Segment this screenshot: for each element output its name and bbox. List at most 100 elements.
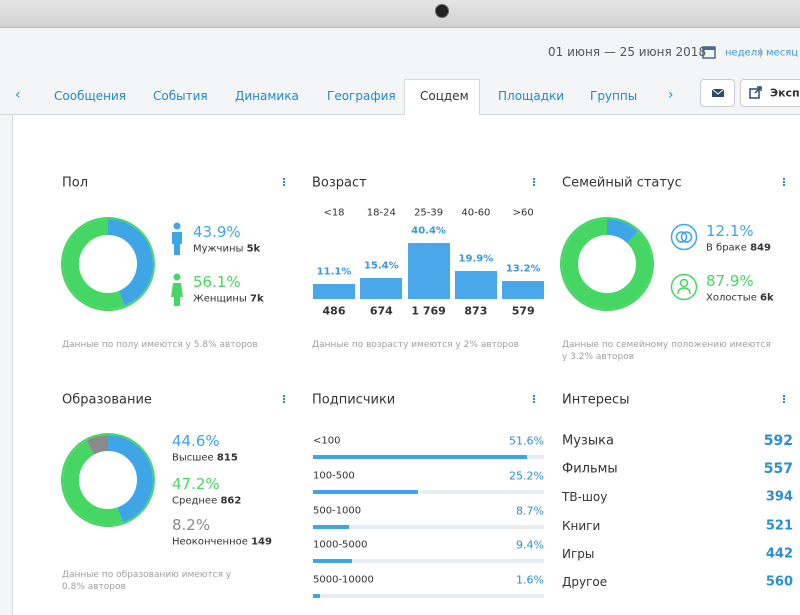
legend-row: Мужчины 5k <box>193 244 260 255</box>
tab[interactable]: Сообщения <box>54 89 127 103</box>
subscriber-range: 100-500 <box>313 470 355 482</box>
icon-head <box>173 273 181 281</box>
donut <box>61 433 155 527</box>
age-percent: 19.9% <box>458 253 494 265</box>
menu-dots[interactable] <box>783 178 785 187</box>
export-button[interactable]: Экспорт <box>740 79 800 107</box>
legend-name: Высшее <box>172 452 214 464</box>
legend-row: Холостые 6k <box>706 293 774 304</box>
icon-ring <box>670 223 698 251</box>
icon-head <box>679 278 689 288</box>
donut-outline <box>560 217 654 311</box>
menu-dots[interactable] <box>783 395 785 404</box>
legend-count: 6k <box>760 292 774 304</box>
tab[interactable]: Группы <box>590 89 638 103</box>
age-percent: 40.4% <box>411 225 446 237</box>
tab[interactable]: События <box>153 89 208 103</box>
widget-title: Семейный статус <box>562 175 682 191</box>
legend-percent: 44.6% <box>172 432 220 450</box>
period-option[interactable]: неделя <box>725 47 764 59</box>
legend-count: 7k <box>250 293 264 305</box>
tab[interactable]: Динамика <box>235 89 299 103</box>
legend-name: Женщины <box>193 293 247 305</box>
period-option[interactable]: месяц <box>766 47 799 59</box>
legend-count: 5k <box>246 243 261 255</box>
interest-count: 394 <box>765 489 793 505</box>
donut-outline <box>61 217 155 311</box>
menu-dots[interactable] <box>283 395 285 404</box>
age-bar <box>454 271 497 299</box>
tab-next[interactable]: › <box>668 87 674 103</box>
camera <box>435 4 449 18</box>
legend-percent: 56.1% <box>193 273 241 291</box>
age-bar <box>313 283 355 299</box>
status-icon <box>670 223 698 251</box>
age-count: 486 <box>322 304 346 318</box>
age-group: >60 <box>512 207 534 219</box>
person-icon <box>172 222 182 255</box>
age-bar <box>407 243 450 299</box>
calendar-icon[interactable] <box>702 45 716 59</box>
note: Данные по семейному положению имеются у … <box>562 340 771 362</box>
age-count: 579 <box>511 304 535 318</box>
legend-row: Высшее 815 <box>172 453 238 464</box>
donut-segment <box>63 435 153 525</box>
donut-segment <box>63 219 153 309</box>
age-bar <box>360 277 403 299</box>
menu-dots[interactable] <box>283 178 285 187</box>
legend-name: В браке <box>706 242 747 254</box>
mail-button[interactable] <box>700 79 735 107</box>
donut-outline <box>61 433 155 527</box>
tab[interactable]: География <box>327 89 396 103</box>
legend-percent: 43.9% <box>193 223 241 241</box>
interest-name: Фильмы <box>562 461 618 477</box>
subscriber-range: 500-1000 <box>313 505 362 517</box>
interest-count: 592 <box>763 433 793 449</box>
legend-count: 862 <box>220 495 242 507</box>
date-range[interactable]: 01 июня — 25 июня 2018 <box>548 45 707 59</box>
interest-name: Музыка <box>562 433 614 449</box>
separator: | <box>759 47 763 59</box>
age-percent: 11.1% <box>316 266 352 278</box>
legend-percent: 87.9% <box>706 272 754 290</box>
age-percent: 13.2% <box>505 263 541 275</box>
age-bar <box>502 280 545 299</box>
age-count: 1 769 <box>411 304 446 318</box>
subscriber-percent: 9.4% <box>516 538 544 552</box>
icon-body <box>677 287 691 295</box>
interest-name: Другое <box>562 575 608 589</box>
bar-track <box>313 489 544 494</box>
age-group: <18 <box>323 207 345 219</box>
tab[interactable]: Площадки <box>498 89 565 103</box>
subscriber-bar <box>313 594 320 599</box>
subscriber-range: 1000-5000 <box>313 539 368 551</box>
age-count: 873 <box>464 304 488 318</box>
menu-dots[interactable] <box>533 178 535 187</box>
age-group: 25-39 <box>414 207 444 219</box>
subscriber-bar <box>313 559 352 564</box>
interest-count: 557 <box>763 461 793 478</box>
widget-title: Подписчики <box>312 392 396 408</box>
export-label: Экспорт <box>770 86 800 100</box>
menu-dots[interactable] <box>533 395 535 404</box>
icon-band <box>675 231 688 243</box>
tabs-line <box>0 114 800 115</box>
export-icon <box>749 86 762 99</box>
widget-title: Возраст <box>312 175 367 191</box>
legend-count: 849 <box>750 242 771 254</box>
widget-title: Интересы <box>562 392 630 408</box>
status-icon <box>670 273 698 301</box>
tab[interactable]: Соцдем <box>420 89 469 103</box>
bar-track <box>313 559 544 564</box>
legend-row: Среднее 862 <box>172 496 241 507</box>
subscriber-range: <100 <box>313 435 341 447</box>
donut-segment <box>562 219 652 309</box>
interest-name: Книги <box>562 518 601 533</box>
period-clip: месяц <box>766 45 800 61</box>
icon-band <box>680 231 693 243</box>
subscriber-bar <box>313 524 350 529</box>
legend-name: Среднее <box>172 495 218 507</box>
subscriber-bar <box>313 489 418 494</box>
tab-prev[interactable]: ‹ <box>15 87 21 103</box>
